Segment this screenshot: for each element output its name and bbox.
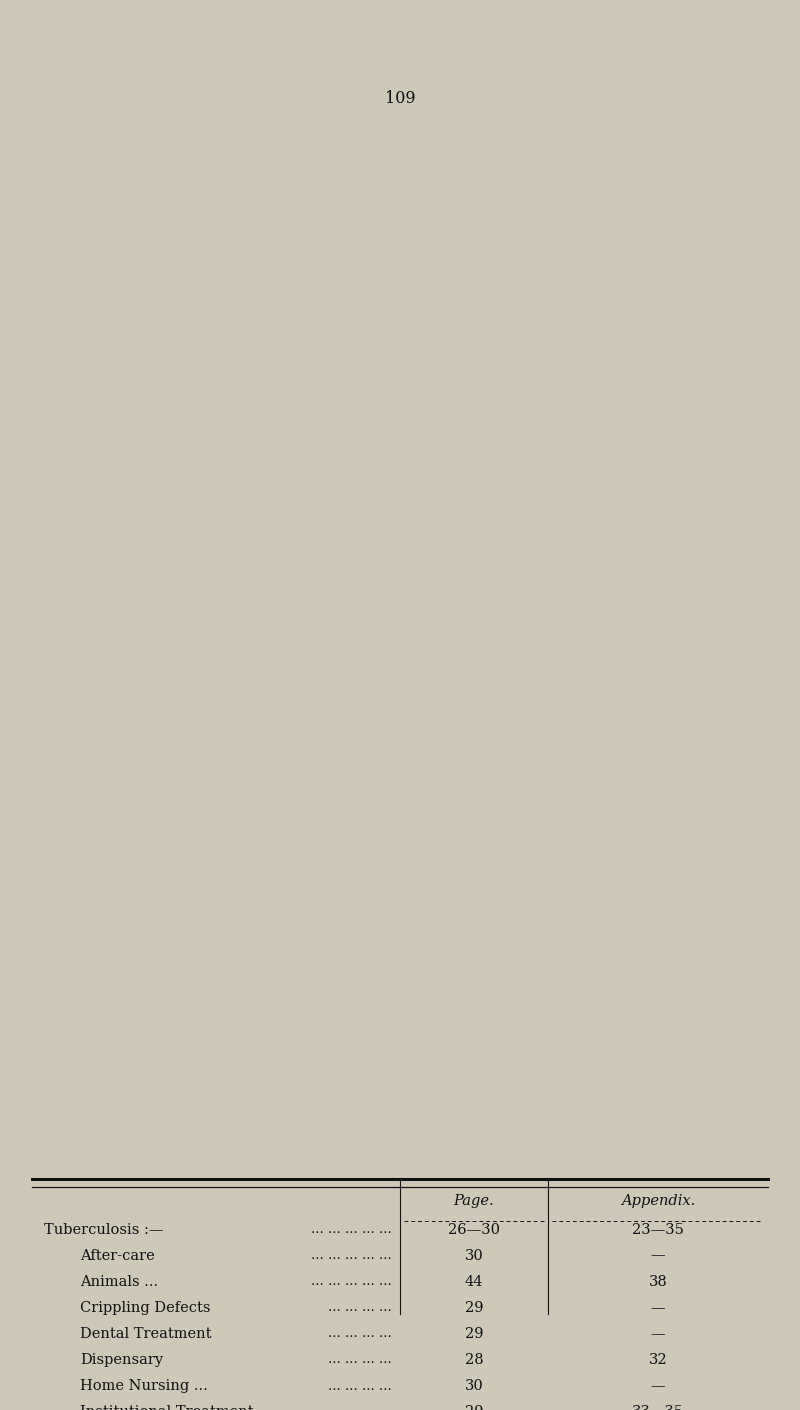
Text: 33—35: 33—35 (632, 1406, 684, 1410)
Text: ... ... ...: ... ... ... (346, 1406, 392, 1410)
Text: 32: 32 (649, 1354, 667, 1366)
Text: 29: 29 (465, 1301, 483, 1314)
Text: After-care: After-care (80, 1249, 154, 1262)
Text: —: — (650, 1301, 666, 1314)
Text: —: — (650, 1249, 666, 1262)
Text: ... ... ... ... ...: ... ... ... ... ... (311, 1275, 392, 1289)
Text: ... ... ... ...: ... ... ... ... (328, 1301, 392, 1314)
Text: —: — (650, 1327, 666, 1341)
Text: Dispensary: Dispensary (80, 1354, 163, 1366)
Text: 28: 28 (465, 1354, 483, 1366)
Text: Page.: Page. (454, 1194, 494, 1208)
Text: ... ... ... ... ...: ... ... ... ... ... (311, 1222, 392, 1237)
Text: 23—35: 23—35 (632, 1222, 684, 1237)
Text: ... ... ... ...: ... ... ... ... (328, 1379, 392, 1393)
Text: 29: 29 (465, 1327, 483, 1341)
Text: —: — (650, 1379, 666, 1393)
Text: 38: 38 (649, 1275, 667, 1289)
Text: Appendix.: Appendix. (621, 1194, 695, 1208)
Text: Dental Treatment: Dental Treatment (80, 1327, 211, 1341)
Text: 26—30: 26—30 (448, 1222, 500, 1237)
Text: Animals ...: Animals ... (80, 1275, 158, 1289)
Text: 29: 29 (465, 1406, 483, 1410)
Text: 109: 109 (385, 90, 415, 107)
Text: Tuberculosis :—: Tuberculosis :— (44, 1222, 163, 1237)
Text: ... ... ... ...: ... ... ... ... (328, 1354, 392, 1366)
Text: Crippling Defects: Crippling Defects (80, 1301, 210, 1314)
Text: Institutional Treatment: Institutional Treatment (80, 1406, 254, 1410)
Text: 44: 44 (465, 1275, 483, 1289)
Text: Home Nursing ...: Home Nursing ... (80, 1379, 208, 1393)
Text: 30: 30 (465, 1379, 483, 1393)
Text: ... ... ... ... ...: ... ... ... ... ... (311, 1249, 392, 1262)
Text: ... ... ... ...: ... ... ... ... (328, 1327, 392, 1341)
Text: 30: 30 (465, 1249, 483, 1262)
